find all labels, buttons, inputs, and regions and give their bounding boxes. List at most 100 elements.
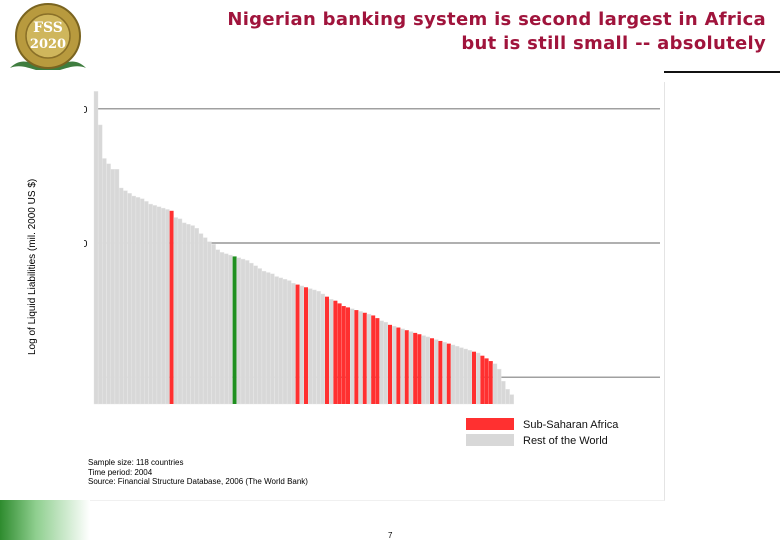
bar-rest-of-world	[455, 346, 460, 405]
bar-rest-of-world	[316, 291, 321, 405]
bar-sub-saharan-africa	[346, 307, 350, 404]
bar-sub-saharan-africa	[396, 327, 401, 404]
bar-rest-of-world	[328, 299, 334, 405]
bar-rest-of-world	[312, 289, 317, 405]
bar-rest-of-world	[194, 228, 200, 405]
page-number: 7	[388, 531, 393, 540]
bar-rest-of-world	[442, 342, 447, 405]
bar-sub-saharan-africa	[438, 340, 443, 404]
bars	[93, 91, 514, 405]
bar-rest-of-world	[291, 283, 296, 405]
title-line-1: Nigerian banking system is second larges…	[227, 9, 766, 30]
bar-rest-of-world	[219, 252, 225, 405]
source-note: Source: Financial Structure Database, 20…	[88, 477, 308, 486]
chart-notes: Sample size: 118 countries Time period: …	[88, 458, 308, 487]
y-axis-label: Log of Liquid Liabilities (mil. 2000 US …	[27, 179, 38, 355]
bar-sub-saharan-africa	[413, 332, 418, 404]
bar-rest-of-world	[253, 265, 258, 405]
bar-sub-saharan-africa	[371, 315, 376, 404]
bar-rest-of-world	[177, 218, 183, 405]
title-line-2: but is still small -- absolutely	[461, 33, 766, 54]
bar-rest-of-world	[148, 203, 153, 405]
bar-rest-of-world	[492, 363, 498, 405]
bar-rest-of-world	[202, 237, 208, 405]
bar-sub-saharan-africa	[480, 355, 485, 404]
bar-rest-of-world	[127, 193, 132, 405]
bar-rest-of-world	[152, 205, 158, 405]
bar-sub-saharan-africa	[446, 343, 451, 404]
bar-sub-saharan-africa	[388, 324, 392, 404]
legend-swatch	[466, 434, 514, 446]
bar-rest-of-world	[211, 244, 216, 405]
fss-2020-logo: FSS 2020	[10, 3, 86, 70]
bar-rest-of-world	[265, 272, 271, 405]
logo-year-text: 2020	[30, 37, 66, 52]
bar-sub-saharan-africa	[341, 306, 346, 404]
bar-rest-of-world	[97, 124, 103, 405]
bar-rest-of-world	[476, 352, 481, 405]
bar-sub-saharan-africa	[417, 334, 422, 404]
bar-sub-saharan-africa	[375, 318, 380, 404]
bar-rest-of-world	[379, 320, 384, 405]
y-tick-label: 15.0	[84, 105, 88, 116]
bar-rest-of-world	[408, 331, 414, 405]
bar-rest-of-world	[140, 198, 145, 405]
bar-rest-of-world	[261, 270, 267, 405]
page-title: Nigerian banking system is second larges…	[150, 8, 766, 56]
bar-rest-of-world	[165, 209, 170, 405]
bar-sub-saharan-africa	[295, 284, 300, 404]
bar-rest-of-world	[228, 254, 233, 405]
bar-rest-of-world	[244, 260, 250, 405]
bar-sub-saharan-africa	[333, 300, 338, 404]
bar-rest-of-world	[114, 169, 120, 405]
bar-rest-of-world	[274, 276, 279, 405]
bar-rest-of-world	[270, 273, 275, 405]
bar-rest-of-world	[102, 158, 107, 405]
bar-rest-of-world	[93, 91, 99, 405]
bar-sub-saharan-africa	[337, 303, 342, 404]
bar-rest-of-world	[278, 277, 284, 405]
bar-rest-of-world	[501, 380, 506, 405]
y-axis-label-container: Log of Liquid Liabilities (mil. 2000 US …	[27, 179, 38, 355]
bar-rest-of-world	[497, 368, 502, 405]
bar-rest-of-world	[123, 190, 128, 405]
bar-rest-of-world	[249, 262, 254, 405]
bar-rest-of-world	[450, 344, 456, 405]
bar-rest-of-world	[257, 268, 263, 405]
bar-rest-of-world	[207, 241, 212, 405]
legend: Sub-Saharan Africa Rest of the World	[466, 418, 619, 447]
bar-rest-of-world	[186, 224, 191, 405]
time-period-note: Time period: 2004	[88, 467, 153, 477]
bar-rest-of-world	[505, 389, 510, 405]
bar-sub-saharan-africa	[325, 296, 329, 404]
bar-rest-of-world	[307, 288, 313, 405]
bar-sub-saharan-africa	[430, 338, 434, 404]
bar-sub-saharan-africa	[304, 287, 308, 404]
bar-rest-of-world	[467, 350, 472, 405]
bar-sub-saharan-africa	[404, 330, 409, 404]
bar-rest-of-world	[299, 285, 305, 405]
bar-rest-of-world	[358, 311, 363, 405]
bar-rest-of-world	[240, 258, 246, 405]
legend-swatch	[466, 418, 514, 430]
bar-rest-of-world	[190, 225, 195, 405]
bar-rest-of-world	[509, 394, 514, 405]
bar-nigeria	[232, 256, 237, 404]
bar-rest-of-world	[421, 335, 426, 405]
corner-decoration	[0, 500, 90, 540]
bar-rest-of-world	[110, 169, 115, 405]
bar-rest-of-world	[198, 233, 204, 405]
bar-rest-of-world	[119, 187, 124, 405]
bar-sub-saharan-africa	[354, 310, 359, 404]
logo-fss-text: FSS	[33, 20, 63, 36]
bar-rest-of-world	[400, 328, 405, 405]
bar-sub-saharan-africa	[472, 351, 476, 404]
y-tick-labels: 5.010.015.0	[84, 105, 88, 250]
legend-label: Sub-Saharan Africa	[523, 419, 619, 431]
bar-rest-of-world	[223, 253, 229, 405]
bar-rest-of-world	[392, 325, 397, 405]
bar-rest-of-world	[135, 197, 141, 405]
bar-rest-of-world	[173, 217, 179, 405]
bar-rest-of-world	[156, 206, 162, 405]
